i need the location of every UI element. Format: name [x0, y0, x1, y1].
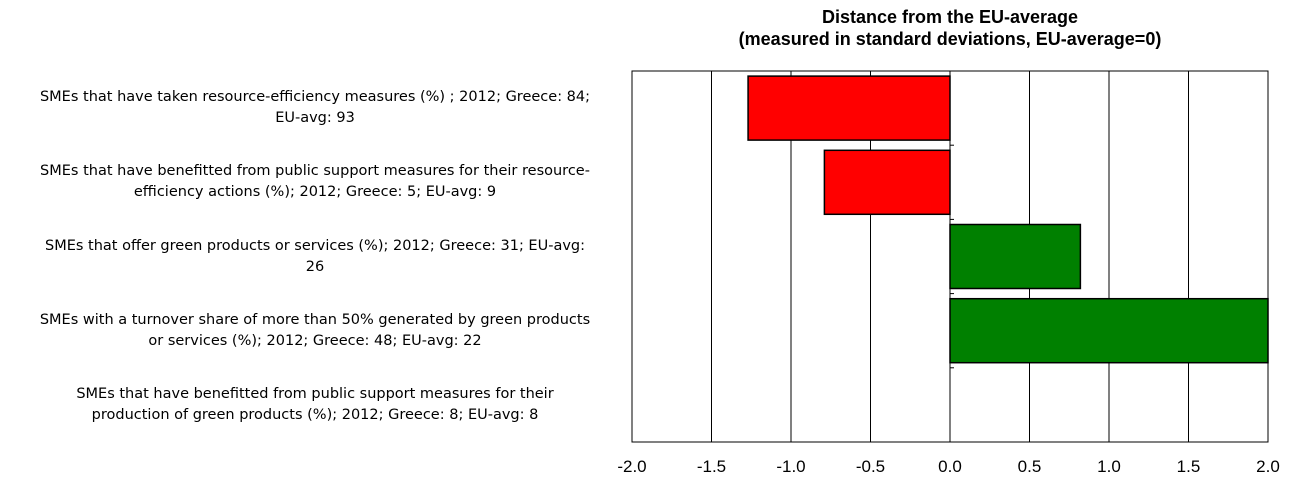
category-label-line: SMEs with a turnover share of more than … [39, 311, 591, 328]
category-label-line: SMEs that have benefitted from public su… [76, 385, 554, 402]
chart-title: Distance from the EU-average (measured i… [640, 6, 1260, 50]
x-tick-label: 2.0 [1256, 457, 1280, 476]
category-label: SMEs that have benefitted from public su… [10, 161, 620, 203]
chart-subtitle-line: (measured in standard deviations, EU-ave… [738, 29, 1162, 49]
category-label-line: SMEs that have taken resource-efficiency… [39, 89, 591, 106]
category-label-line: EU-avg: 93 [275, 110, 355, 127]
category-label-line: production of green products (%); 2012; … [91, 406, 539, 423]
category-label-line: SMEs that offer green products or servic… [44, 237, 585, 254]
category-label-line: SMEs that have benefitted from public su… [40, 163, 590, 180]
x-tick-label: -1.0 [776, 457, 805, 476]
x-tick-label: -1.5 [697, 457, 726, 476]
bar [949, 297, 1269, 364]
bar [823, 149, 951, 216]
category-label-line: or services (%); 2012; Greece: 48; EU-av… [148, 332, 482, 349]
category-label-line: 26 [305, 258, 325, 275]
category-label: SMEs that offer green products or servic… [10, 236, 620, 278]
x-tick-label: 1.0 [1097, 457, 1121, 476]
plot-frame [631, 70, 1269, 443]
x-tick-label: 0.0 [938, 457, 962, 476]
x-tick-label: 1.5 [1177, 457, 1201, 476]
category-label: SMEs that have benefitted from public su… [10, 384, 620, 426]
x-tick-label: -0.5 [856, 457, 885, 476]
chart-title-line: Distance from the EU-average [821, 7, 1079, 27]
category-label-line: efficiency actions (%); 2012; Greece: 5;… [133, 184, 497, 201]
bar [747, 75, 951, 141]
x-tick-label: 0.5 [1018, 457, 1042, 476]
category-label: SMEs that have taken resource-efficiency… [10, 87, 620, 129]
category-label: SMEs with a turnover share of more than … [10, 310, 620, 352]
x-tick-label: -2.0 [617, 457, 646, 476]
bar [949, 223, 1082, 290]
